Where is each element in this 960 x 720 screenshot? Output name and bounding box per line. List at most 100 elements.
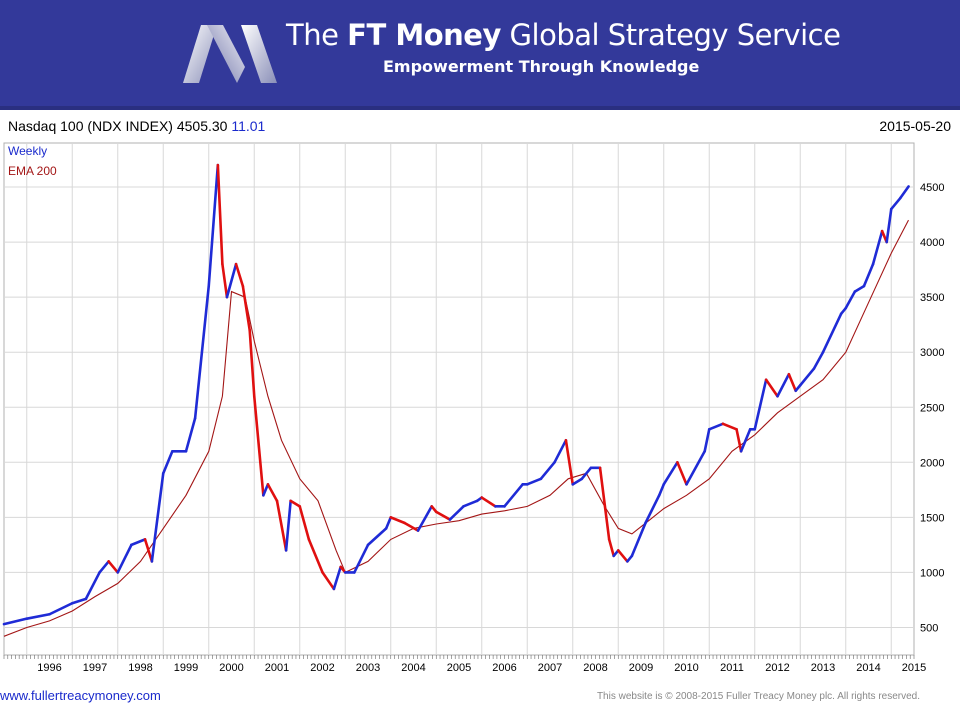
- x-tick-label: 1996: [37, 662, 61, 674]
- banner-bar: [0, 0, 960, 110]
- legend-ema-200: EMA 200: [8, 164, 57, 178]
- weekly-price-segment: [812, 350, 825, 371]
- x-tick-label: 2001: [265, 662, 289, 674]
- weekly-price-segment: [193, 284, 211, 420]
- weekly-price-segment: [216, 163, 224, 266]
- weekly-price-segment: [161, 450, 174, 475]
- weekly-price-segment: [266, 483, 279, 503]
- weekly-price-segment: [434, 510, 452, 521]
- banner-subtitle: Empowerment Through Knowledge: [383, 57, 700, 76]
- weekly-price-segment: [735, 427, 743, 453]
- weekly-price-segment: [607, 538, 616, 558]
- x-tick-label: 2005: [447, 662, 471, 674]
- y-tick-label: 3500: [920, 292, 944, 304]
- weekly-price-segment: [685, 450, 707, 486]
- weekly-price-segment: [580, 466, 593, 481]
- weekly-price-segment: [721, 422, 738, 431]
- x-tick-label: 2009: [629, 662, 653, 674]
- weekly-price-segment: [84, 571, 101, 601]
- weekly-price-segment: [252, 394, 265, 497]
- weekly-price-segment: [48, 601, 74, 616]
- weekly-price-segment: [539, 461, 556, 481]
- y-tick-label: 4500: [920, 182, 944, 194]
- ft-money-logo-icon: [183, 25, 277, 83]
- weekly-price-segment: [25, 612, 51, 620]
- x-tick-label: 2007: [538, 662, 562, 674]
- weekly-price-segment: [707, 422, 725, 431]
- weekly-price-segment: [703, 427, 711, 453]
- chart-date: 2015-05-20: [879, 118, 951, 134]
- weekly-price-segment: [598, 466, 611, 541]
- y-tick-label: 500: [920, 622, 938, 634]
- weekly-price-segment: [284, 499, 292, 552]
- weekly-price-segment: [821, 312, 843, 354]
- weekly-price-segment: [644, 494, 661, 525]
- weekly-price-segment: [862, 262, 875, 288]
- weekly-price-segment: [150, 472, 165, 563]
- weekly-price-segment: [630, 521, 647, 558]
- chart-title: Nasdaq 100 (NDX INDEX) 4505.30 11.01: [8, 118, 266, 134]
- x-tick-label: 2011: [720, 662, 744, 674]
- weekly-price-segment: [616, 549, 629, 563]
- weekly-price-segment: [739, 427, 752, 453]
- weekly-price-segment: [107, 560, 120, 574]
- banner-title: The FT Money Global Strategy Service: [286, 18, 841, 52]
- weekly-price-segment: [462, 499, 479, 508]
- weekly-price-segment: [889, 196, 902, 211]
- weekly-price-segment: [241, 284, 251, 332]
- weekly-price-segment: [416, 505, 434, 532]
- price-chart: 500 1000 1500 2000 2500 3000 3500 4000 4500 1996 1…: [2, 142, 944, 674]
- change-value: 11.01: [231, 118, 266, 134]
- x-tick-label: 2014: [856, 662, 880, 674]
- weekly-price-segment: [366, 527, 388, 547]
- weekly-price-segment: [776, 372, 791, 398]
- x-tick-label: 1998: [128, 662, 152, 674]
- weekly-price-segment: [321, 571, 336, 591]
- weekly-price-segment: [564, 438, 575, 486]
- x-tick-label: 2013: [811, 662, 835, 674]
- weekly-price-segment: [332, 565, 343, 591]
- y-tick-label: 1500: [920, 512, 944, 524]
- weekly-price-segment: [98, 560, 110, 574]
- weekly-price-segment: [184, 416, 197, 453]
- weekly-price-segment: [662, 461, 679, 486]
- x-tick-label: 2008: [583, 662, 607, 674]
- footer-copyright: This website is © 2008-2015 Fuller Treac…: [596, 691, 920, 702]
- footer-url-link[interactable]: www.fullertreacymoney.com: [0, 688, 161, 703]
- weekly-price-segment: [143, 538, 154, 563]
- weekly-price-segment: [221, 262, 229, 299]
- weekly-price-segment: [571, 477, 584, 486]
- banner: The FT Money Global Strategy Service Emp…: [0, 0, 960, 110]
- weekly-price-segment: [225, 262, 238, 299]
- weekly-price-segment: [298, 505, 311, 541]
- y-tick-label: 2000: [920, 457, 944, 469]
- y-tick-label: 3000: [920, 347, 944, 359]
- weekly-price-segment: [130, 538, 147, 547]
- weekly-price-segment: [480, 496, 497, 508]
- weekly-price-segment: [676, 461, 688, 486]
- x-tick-label: 1997: [83, 662, 107, 674]
- weekly-price-segment: [844, 290, 857, 310]
- legend-weekly: Weekly: [8, 144, 47, 158]
- x-tick-label: 2000: [219, 662, 243, 674]
- x-tick-label: 2012: [765, 662, 789, 674]
- weekly-price-segment: [403, 521, 420, 532]
- y-tick-label: 2500: [920, 402, 944, 414]
- weekly-price-segment: [764, 378, 779, 398]
- weekly-price-segment: [885, 207, 893, 244]
- weekly-price-segment: [899, 185, 910, 200]
- weekly-price-segment: [384, 516, 393, 530]
- weekly-price-segment: [2, 617, 29, 626]
- weekly-price-segment: [289, 499, 302, 508]
- x-tick-label: 2004: [401, 662, 425, 674]
- weekly-price-segment: [853, 284, 866, 293]
- weekly-price-segment: [657, 483, 666, 497]
- x-tick-label: 2006: [492, 662, 516, 674]
- weekly-price-segment: [262, 483, 270, 497]
- weekly-price-segment: [207, 163, 220, 288]
- plot-area: [3, 142, 915, 656]
- weekly-price-segment: [353, 543, 370, 574]
- weekly-price-segment: [553, 438, 568, 464]
- weekly-price-segment: [70, 597, 88, 605]
- weekly-price-segment: [798, 367, 816, 387]
